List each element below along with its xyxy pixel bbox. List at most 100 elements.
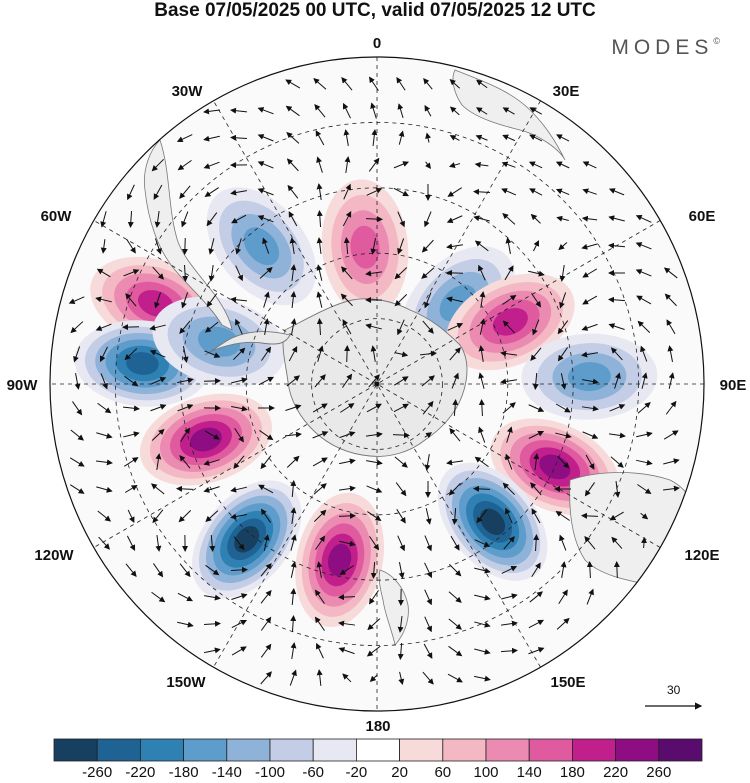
wind-vector — [153, 184, 163, 200]
wind-vector — [582, 431, 599, 439]
wind-vector — [582, 161, 597, 169]
wind-vector — [663, 267, 678, 279]
wind-vector — [505, 237, 512, 254]
wind-vector — [290, 615, 297, 633]
wind-vector — [531, 293, 542, 308]
wind-vector — [204, 187, 219, 197]
wind-vector — [506, 426, 513, 443]
wind-vector — [636, 459, 653, 466]
wind-vector — [614, 480, 621, 498]
wind-vector — [177, 377, 194, 384]
wind-vector — [181, 292, 189, 309]
wind-vector — [122, 405, 140, 412]
wind-vector — [288, 346, 298, 362]
wind-vector — [151, 591, 166, 603]
wind-vector — [479, 318, 486, 335]
wind-vector — [668, 372, 675, 389]
wind-vector — [474, 621, 491, 628]
wind-vector — [205, 564, 220, 576]
wind-vector — [530, 347, 542, 361]
wind-vector — [290, 291, 297, 309]
wind-vector — [339, 458, 356, 465]
anomaly-contour — [539, 454, 571, 480]
wind-vector — [424, 535, 432, 552]
meridian-line — [213, 100, 541, 668]
wind-vector — [286, 158, 299, 172]
wind-vector — [558, 589, 568, 605]
wind-vector — [176, 485, 194, 492]
meridian-line — [213, 100, 541, 668]
wind-vector — [316, 210, 323, 228]
wind-vector — [528, 270, 545, 277]
wind-vector — [69, 484, 85, 494]
wind-vector — [96, 432, 113, 439]
wind-vector — [180, 427, 190, 442]
wind-vector — [154, 292, 162, 309]
wind-vector — [74, 373, 81, 390]
wind-vector — [179, 563, 191, 578]
wind-vector — [609, 511, 624, 521]
wind-vector — [262, 237, 270, 254]
wind-vector — [396, 508, 406, 524]
wind-vector — [502, 294, 517, 305]
wind-vector — [123, 269, 140, 277]
wind-vector — [502, 402, 516, 414]
wind-vector — [230, 107, 248, 114]
wind-vector — [230, 566, 248, 573]
wind-vector — [663, 430, 679, 440]
wind-vector — [397, 642, 404, 660]
wind-vector — [258, 484, 274, 494]
wind-vector — [474, 161, 489, 168]
wind-vector — [557, 347, 568, 362]
wind-vector — [177, 592, 193, 602]
wind-vector — [533, 534, 540, 552]
wind-vector — [123, 457, 139, 467]
wind-vector — [502, 134, 516, 142]
wind-vector — [288, 211, 298, 227]
wind-vector — [425, 508, 432, 525]
wind-vector — [608, 242, 626, 249]
wind-vector — [341, 266, 353, 280]
wind-vector — [394, 456, 408, 468]
wind-vector — [555, 403, 571, 413]
wind-vector — [233, 347, 246, 361]
wind-vector — [314, 104, 326, 118]
wind-vector — [369, 76, 379, 91]
map-title: Base 07/05/2025 00 UTC, valid 07/05/2025… — [154, 0, 596, 21]
wind-vector — [72, 401, 83, 416]
wind-vector — [502, 213, 516, 225]
wind-vector — [231, 214, 247, 224]
wind-vector — [423, 643, 433, 659]
wind-vector — [419, 350, 437, 357]
wind-vector — [610, 347, 623, 361]
wind-vector — [233, 455, 245, 470]
wind-vector — [448, 645, 463, 657]
wind-vector — [316, 291, 323, 308]
wind-vector — [285, 404, 302, 411]
wind-vector — [368, 590, 379, 605]
wind-vector — [609, 404, 626, 412]
wind-vector — [203, 135, 220, 142]
wind-vector — [424, 616, 432, 633]
wind-vector — [155, 535, 162, 552]
wind-vector — [179, 185, 191, 199]
wind-vector — [366, 485, 383, 493]
wind-vector — [425, 132, 432, 143]
wind-vector — [208, 265, 215, 282]
wind-vector — [502, 107, 515, 115]
wind-vector — [560, 561, 567, 578]
longitude-label-90w: 90W — [6, 377, 38, 394]
wind-vector — [257, 188, 274, 196]
south-america-outline — [143, 139, 233, 331]
wind-vector — [447, 673, 463, 683]
wind-vector — [235, 265, 243, 282]
wind-vector — [424, 211, 432, 228]
wind-vector — [395, 482, 407, 497]
wind-vector — [636, 431, 653, 438]
longitude-label-150w: 150W — [166, 674, 206, 691]
wind-vector — [446, 459, 463, 466]
wind-vector — [259, 430, 274, 441]
longitude-label-30w: 30W — [171, 83, 203, 100]
wind-vector — [263, 291, 270, 308]
wind-vector — [474, 567, 491, 574]
